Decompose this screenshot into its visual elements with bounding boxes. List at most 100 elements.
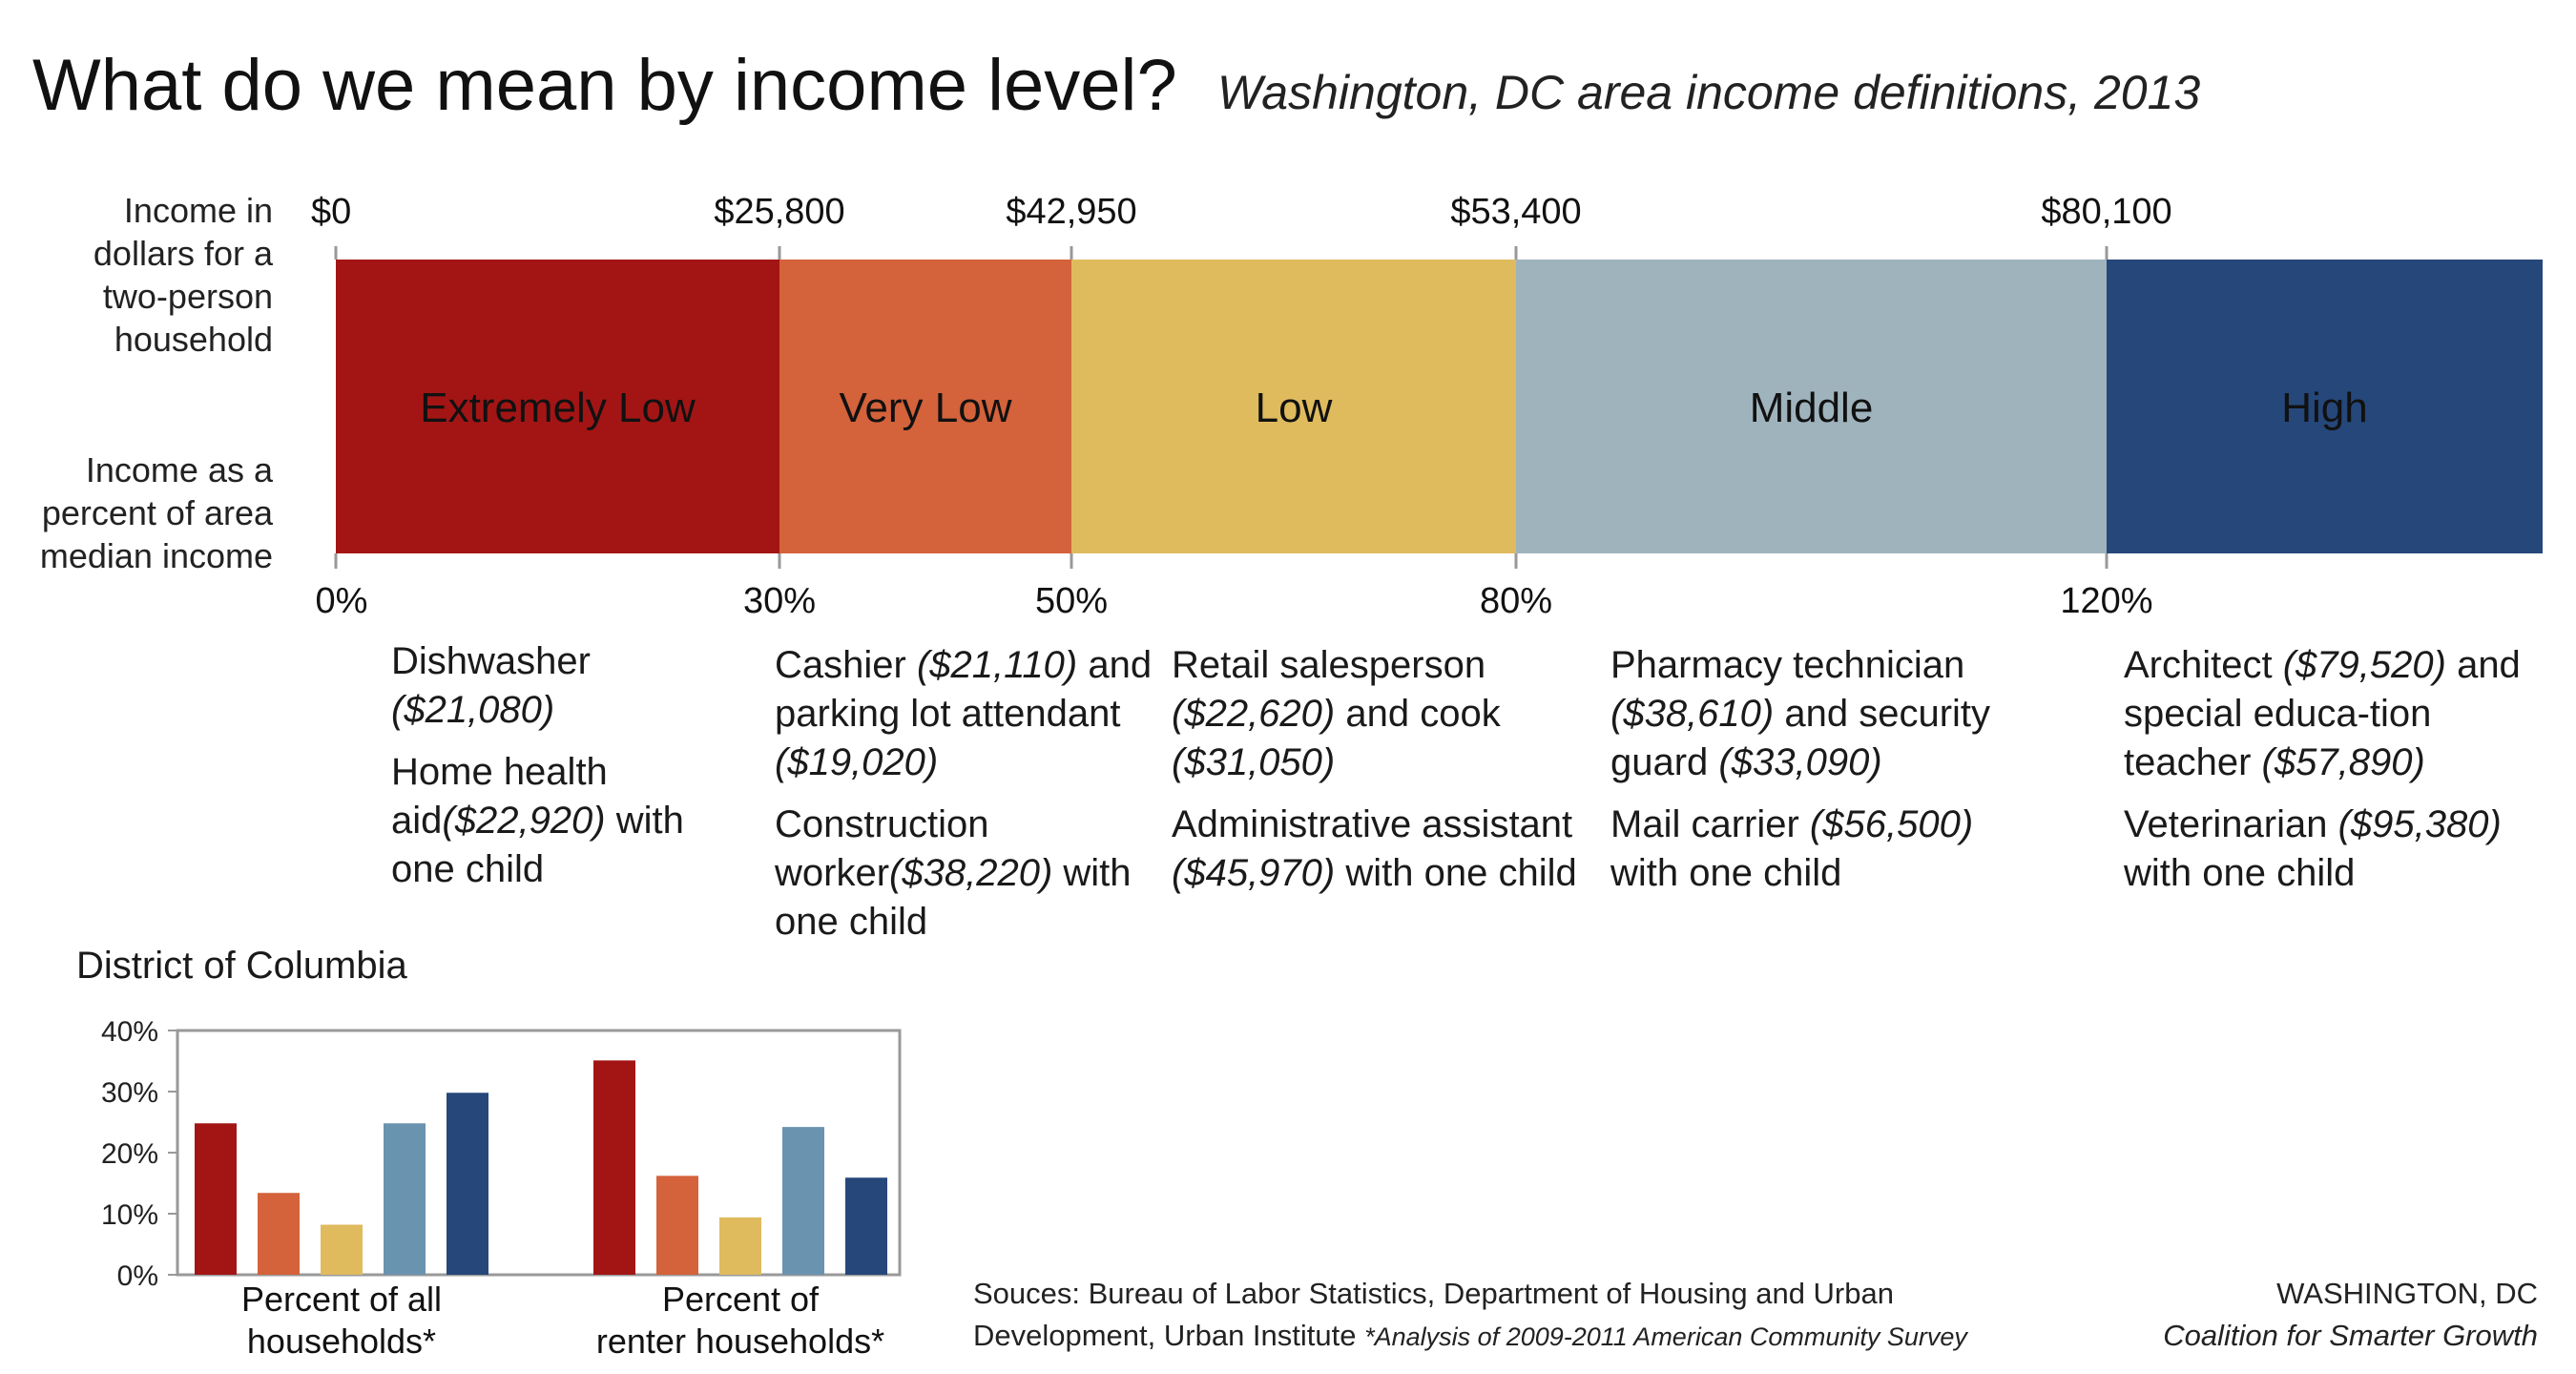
y-tick-label: 40%	[101, 1016, 158, 1048]
percent-tick-label: 30%	[743, 581, 816, 621]
dollar-tick-label: $42,950	[1006, 192, 1136, 232]
job-wage: ($19,020)	[775, 741, 939, 783]
percent-axis-label: Income as a percent of area median incom…	[39, 450, 273, 575]
job-wage: ($21,080)	[391, 689, 555, 731]
dollar-tick-label: $0	[311, 192, 351, 232]
job-wage: ($21,110)	[916, 644, 1078, 686]
job-wage: ($38,220)	[889, 852, 1053, 894]
job-text: and parking lot attendant	[775, 644, 1153, 735]
job-wage: ($79,520)	[2282, 644, 2446, 686]
y-tick-label: 0%	[117, 1260, 158, 1292]
example-job: Cashier ($21,110) and parking lot attend…	[775, 641, 1156, 787]
job-wage: ($45,970)	[1172, 852, 1336, 894]
bar-low	[321, 1224, 363, 1275]
job-title: Architect	[2124, 644, 2283, 686]
income-band-chart: Extremely Low Very Low Low Middle High $0 $25,…	[311, 192, 2543, 621]
job-text: and special educa-tion teacher	[2124, 644, 2521, 783]
dollars-axis-label: Income in dollars for a two-person house…	[93, 191, 273, 359]
dollar-tick-label: $25,800	[714, 192, 844, 232]
band-label: Middle	[1750, 385, 1874, 431]
dollar-tick-label: $80,100	[2041, 192, 2171, 232]
job-wage: ($56,500)	[1809, 803, 1974, 845]
y-tick-label: 10%	[101, 1199, 158, 1231]
percent-tick-label: 0%	[316, 581, 368, 621]
job-wage: ($33,090)	[1718, 741, 1882, 783]
job-text: with one child	[1610, 852, 1842, 894]
job-wage: ($38,610)	[1610, 693, 1775, 735]
bar-middle	[384, 1123, 426, 1275]
example-job: Pharmacy technician ($38,610) and securi…	[1610, 641, 2040, 787]
x-category-label: renter households*	[596, 1322, 884, 1361]
job-text: with one child	[775, 852, 1132, 943]
example-job: Retail salesperson ($22,620) and cook ($…	[1172, 641, 1591, 787]
example-jobs-column: Dishwasher ($21,080) Home health aid($22,9…	[391, 637, 744, 907]
job-title: Construction worker	[775, 803, 989, 894]
example-jobs-column: Pharmacy technician ($38,610) and securi…	[1610, 641, 2040, 911]
bar-very-low	[656, 1176, 698, 1275]
band-label: Very Low	[840, 385, 1012, 431]
job-text: with one child	[391, 800, 684, 890]
job-title: Pharmacy technician	[1610, 644, 1965, 686]
source-footnote: *Analysis of 2009-2011 American Communit…	[1364, 1322, 1967, 1351]
band-label: Extremely Low	[420, 385, 696, 431]
example-job: Mail carrier ($56,500) with one child	[1610, 801, 2040, 898]
x-category-label: households*	[247, 1322, 436, 1361]
job-wage: ($95,380)	[2337, 803, 2502, 845]
percent-tick-label: 120%	[2060, 581, 2152, 621]
example-jobs-column: Cashier ($21,110) and parking lot attend…	[775, 641, 1156, 960]
source-line-1: Souces: Bureau of Labor Statistics, Depa…	[973, 1277, 1894, 1310]
job-title: Retail salesperson	[1172, 644, 1486, 686]
band-segment-high	[2107, 260, 2543, 553]
job-title: Administrative assistant	[1172, 803, 1573, 845]
job-text: with one child	[2124, 852, 2356, 894]
band-label: High	[2281, 385, 2368, 431]
job-wage: ($22,920)	[442, 800, 606, 842]
source-note: Souces: Bureau of Labor Statistics, Depa…	[973, 1273, 1967, 1358]
band-segment-very-low	[779, 260, 1071, 553]
job-text: and security guard	[1610, 693, 1991, 783]
bar-middle	[782, 1127, 824, 1275]
dollar-tick-label: $53,400	[1450, 192, 1581, 232]
band-segment-low	[1071, 260, 1516, 553]
example-job: Veterinarian ($95,380) with one child	[2124, 801, 2524, 898]
band-label: Low	[1256, 385, 1333, 431]
bar-very-low	[258, 1193, 300, 1275]
bar-extremely-low	[593, 1060, 635, 1275]
job-text: and cook	[1335, 693, 1501, 735]
dc-chart-title: District of Columbia	[76, 945, 407, 987]
bar-extremely-low	[195, 1123, 237, 1275]
example-job: Administrative assistant ($45,970) with …	[1172, 801, 1591, 898]
band-segment-middle	[1516, 260, 2107, 553]
job-title: Mail carrier	[1610, 803, 1810, 845]
job-title: Dishwasher	[391, 640, 591, 682]
job-wage: ($22,620)	[1172, 693, 1336, 735]
band-segment-extremely-low	[336, 260, 779, 553]
job-title: Veterinarian	[2124, 803, 2338, 845]
bar-high	[447, 1093, 488, 1275]
job-title: Cashier	[775, 644, 917, 686]
x-category-label: Percent of	[662, 1280, 820, 1319]
percent-tick-label: 50%	[1035, 581, 1108, 621]
page-title: What do we mean by income level?	[32, 45, 1177, 126]
bar-high	[845, 1177, 887, 1275]
bar-low	[719, 1217, 761, 1275]
y-tick-label: 20%	[101, 1138, 158, 1170]
job-wage: ($57,890)	[2261, 741, 2425, 783]
example-job: Dishwasher ($21,080)	[391, 637, 744, 735]
page-subtitle: Washington, DC area income definitions, …	[1217, 66, 2201, 119]
job-title: Home health aid	[391, 751, 608, 842]
percent-tick-label: 80%	[1480, 581, 1552, 621]
example-job: Architect ($79,520) and special educa-ti…	[2124, 641, 2524, 787]
credit: WASHINGTON, DC Coalition for Smarter Gro…	[2163, 1273, 2538, 1357]
job-text: with one child	[1335, 852, 1577, 894]
example-jobs-column: Retail salesperson ($22,620) and cook ($…	[1172, 641, 1591, 911]
credit-org-line-2: Coalition for Smarter Growth	[2163, 1319, 2538, 1352]
credit-org-line-1: WASHINGTON, DC	[2276, 1277, 2538, 1310]
example-job: Home health aid($22,920) with one child	[391, 748, 744, 894]
x-category-label: Percent of all	[241, 1280, 442, 1319]
job-wage: ($31,050)	[1172, 741, 1336, 783]
example-job: Construction worker($38,220) with one ch…	[775, 801, 1156, 947]
example-jobs-column: Architect ($79,520) and special educa-ti…	[2124, 641, 2524, 911]
source-line-2: Development, Urban Institute	[973, 1319, 1357, 1352]
